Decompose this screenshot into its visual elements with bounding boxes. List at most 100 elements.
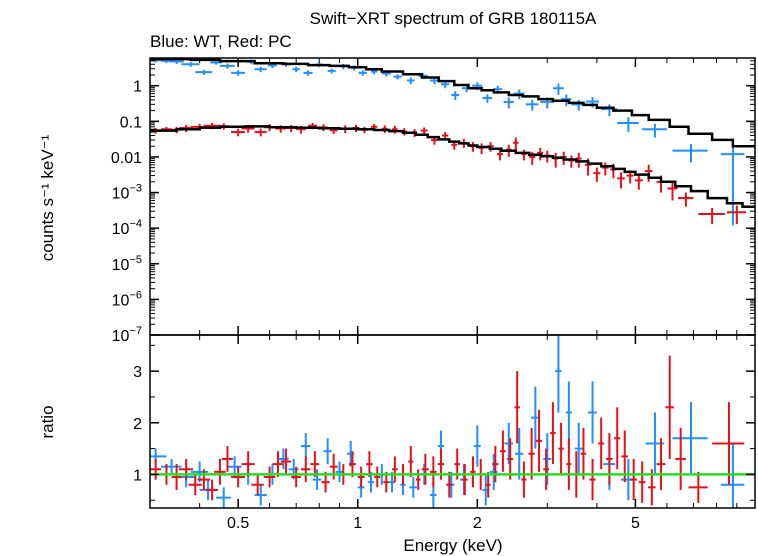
pc-ratio-point bbox=[492, 446, 499, 483]
wt-data-point bbox=[525, 99, 539, 111]
y-tick-label: 0.1 bbox=[120, 114, 142, 131]
x-tick-label: 1 bbox=[353, 515, 362, 532]
wt-ratio-point bbox=[672, 402, 708, 475]
pc-ratio-point bbox=[241, 451, 255, 478]
wt-ratio-point bbox=[543, 433, 552, 485]
pc-data-point bbox=[617, 172, 625, 189]
pc-data-point bbox=[602, 162, 609, 176]
pc-ratio-point bbox=[263, 466, 276, 488]
pc-ratio-point bbox=[499, 430, 506, 472]
wt-ratio-point bbox=[489, 453, 498, 490]
wt-data-point bbox=[617, 117, 639, 133]
wt-data-point bbox=[292, 66, 300, 73]
pc-ratio-point bbox=[429, 456, 437, 488]
wt-ratio-point bbox=[301, 433, 311, 459]
spectrum-panel: 1 0.1 0.01 10−3 10−4 10−5 10−6 10−7 bbox=[111, 57, 756, 345]
pc-ratio-point bbox=[606, 433, 613, 485]
chart-subtitle: Blue: WT, Red: PC bbox=[150, 32, 292, 51]
y-tick-label: 10−3 bbox=[112, 183, 142, 203]
pc-ratio-point bbox=[589, 458, 596, 501]
wt-ratio-point bbox=[555, 335, 562, 413]
pc-ratio-point bbox=[150, 458, 162, 480]
pc-ratio-point bbox=[665, 355, 674, 459]
pc-data-point bbox=[593, 167, 601, 182]
wt-ratio-point bbox=[216, 487, 232, 508]
pc-ratio-point bbox=[357, 466, 365, 488]
pc-ratio-point bbox=[280, 448, 292, 475]
y-tick-label: 10−5 bbox=[112, 254, 142, 274]
wt-data-point bbox=[254, 66, 267, 73]
pc-ratio-point bbox=[291, 466, 302, 488]
pc-data-point bbox=[231, 128, 245, 137]
pc-ratio-point bbox=[310, 451, 320, 478]
pc-ratio-point bbox=[188, 474, 202, 496]
x-axis-label: Energy (keV) bbox=[403, 536, 502, 555]
wt-data-point bbox=[195, 69, 213, 75]
wt-ratio-point bbox=[588, 381, 597, 444]
pc-ratio-point bbox=[446, 471, 453, 498]
pc-data-point bbox=[634, 174, 643, 190]
pc-ratio-point bbox=[392, 456, 398, 483]
wt-data-point bbox=[231, 70, 245, 76]
wt-ratio-point bbox=[312, 469, 322, 490]
wt-data-point bbox=[219, 63, 235, 69]
wt-ratio-point bbox=[278, 448, 289, 470]
wt-ratio-point bbox=[150, 448, 167, 465]
ratio-frame bbox=[149, 334, 756, 509]
pc-ratio-point bbox=[205, 479, 219, 501]
y-tick-label: 1 bbox=[133, 467, 142, 484]
chart-title: Swift−XRT spectrum of GRB 180115A bbox=[310, 9, 597, 28]
pc-data-point bbox=[521, 149, 527, 161]
pc-ratio-point bbox=[550, 402, 556, 465]
pc-data-point bbox=[698, 207, 725, 225]
x-tick-label: 5 bbox=[631, 515, 640, 532]
ratio-panel: 1 2 3 0.5 1 2 5 bbox=[133, 334, 756, 532]
pc-ratio-point bbox=[507, 438, 514, 480]
wt-data-point bbox=[358, 70, 367, 76]
pc-ratio-point bbox=[598, 417, 605, 470]
pc-ratio-point bbox=[566, 438, 572, 490]
wt-data-point bbox=[451, 91, 460, 100]
pc-data-point bbox=[644, 164, 653, 182]
y-tick-label: 10−7 bbox=[112, 325, 142, 345]
pc-ratio-point bbox=[630, 458, 638, 501]
pc-ratio-point bbox=[528, 427, 535, 480]
pc-ratio-point bbox=[485, 471, 491, 498]
pc-ratio-point bbox=[272, 451, 284, 478]
pc-ratio-point bbox=[221, 446, 233, 472]
y-tick-label: 10−4 bbox=[112, 218, 142, 238]
pc-ratio-point bbox=[688, 471, 708, 503]
x-tick-label: 2 bbox=[473, 515, 482, 532]
pc-ratio-point bbox=[374, 466, 381, 488]
wt-ratio-point bbox=[565, 381, 572, 444]
pc-ratio-point bbox=[171, 464, 182, 490]
pc-ratio-point bbox=[251, 474, 264, 496]
wt-data-point bbox=[672, 144, 708, 163]
x-tick-label: 0.5 bbox=[227, 515, 249, 532]
pc-ratio-point bbox=[558, 422, 564, 475]
pc-model-line bbox=[150, 125, 755, 208]
pc-ratio-point bbox=[214, 458, 226, 485]
wt-data-point bbox=[181, 62, 200, 67]
wt-data-point bbox=[303, 70, 313, 76]
pc-ratio-point bbox=[408, 446, 414, 478]
wt-ratio-point bbox=[574, 422, 583, 475]
y-tick-label: 2 bbox=[133, 416, 142, 433]
pc-data-point bbox=[470, 142, 476, 152]
wt-ratio-point bbox=[335, 461, 344, 483]
wt-ratio-point bbox=[473, 425, 481, 467]
pc-ratio-point bbox=[231, 466, 245, 488]
wt-data-point bbox=[642, 123, 667, 138]
pc-ratio-point bbox=[580, 427, 587, 480]
wt-ratio-point bbox=[254, 484, 267, 506]
spectrum-frame bbox=[149, 57, 756, 336]
pc-data-point bbox=[479, 143, 485, 155]
pc-ratio-point bbox=[638, 461, 646, 503]
pc-data-point bbox=[568, 155, 575, 168]
y-tick-label: 3 bbox=[133, 364, 142, 381]
pc-data-point bbox=[678, 192, 694, 207]
pc-ratio-point bbox=[348, 451, 356, 478]
pc-ratio-point bbox=[614, 407, 621, 470]
pc-ratio-point bbox=[535, 409, 543, 472]
